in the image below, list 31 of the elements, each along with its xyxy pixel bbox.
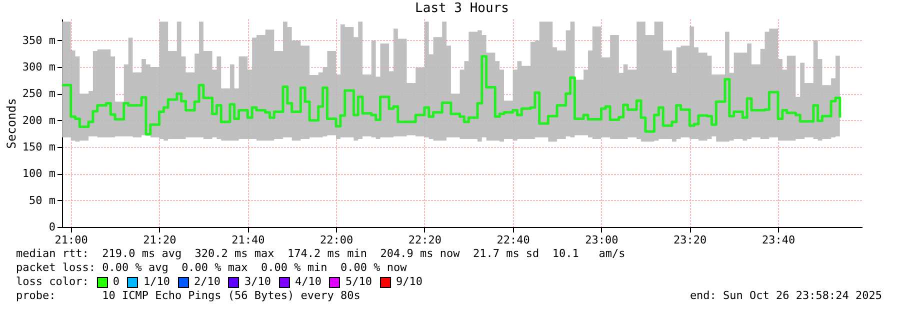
y-axis-title: Seconds — [4, 98, 18, 149]
x-tick-label: 22:00 — [320, 234, 354, 246]
text: 2/10 — [194, 275, 220, 289]
x-tick-label: 22:20 — [408, 234, 442, 246]
text: probe: 10 ICMP Echo Pings (56 Bytes) every 80s — [16, 289, 360, 303]
text: loss color: — [16, 275, 89, 288]
y-tick-label: 50 m — [29, 194, 56, 207]
chart-title: Last 3 Hours — [415, 1, 509, 16]
y-tick-label: 100 m — [22, 167, 56, 180]
x-tick-label: 21:20 — [143, 234, 176, 246]
x-tick-label: 21:40 — [232, 234, 265, 246]
text: median rtt: 219.0 ms avg 320.2 ms max 174.2 ms min 204.9 ms now 21.7 ms sd 10.1 am/s — [16, 247, 626, 261]
text: 3/10 — [244, 275, 271, 289]
text: 0 — [112, 275, 120, 289]
x-tick-label: 22:40 — [496, 234, 530, 246]
x-tick-label: 23:40 — [762, 234, 796, 246]
y-tick-label: 250 m — [22, 87, 56, 100]
text: 1/10 — [143, 275, 170, 289]
text: 4/10 — [294, 275, 322, 289]
text: 9/10 — [396, 275, 422, 289]
x-tick-label: 23:20 — [674, 234, 707, 246]
text: packet loss: 0.00 % avg 0.00 % max 0.00 % min 0.00 % now — [16, 261, 408, 275]
x-tick-label: 21:00 — [54, 234, 88, 246]
y-tick-label: 350 m — [22, 34, 56, 47]
y-tick-label: 0 — [48, 220, 56, 234]
y-tick-label: 300 m — [22, 60, 56, 74]
x-tick-label: 23:00 — [585, 234, 618, 246]
y-tick-label: 150 m — [22, 140, 56, 154]
text: end: Sun Oct 26 23:58:24 2025 — [690, 289, 882, 303]
text: 5/10 — [345, 275, 372, 289]
y-tick-label: 200 m — [22, 114, 56, 127]
